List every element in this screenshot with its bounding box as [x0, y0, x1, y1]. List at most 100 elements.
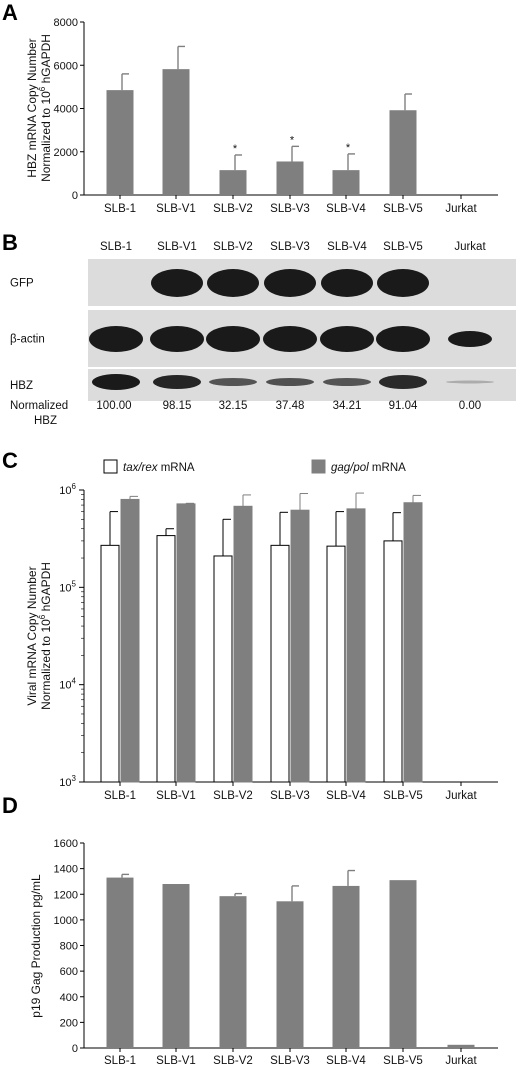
blot-row-label: HBZ [10, 380, 33, 392]
y-tick-label: 400 [60, 992, 78, 1004]
y-axis-label-line2: Normalized to 10 [39, 619, 53, 710]
normalized-label: Normalized [10, 400, 68, 412]
category-label: SLB-V5 [383, 1055, 423, 1067]
bar-gagpol [233, 505, 253, 783]
y-axis-label-line1: Viral mRNA Copy Number [25, 566, 39, 705]
y-tick-base: 10 [59, 680, 71, 692]
hbz-band [92, 374, 140, 390]
actin-band [150, 326, 204, 352]
actin-band [320, 326, 374, 352]
y-tick-label: 105 [59, 579, 76, 594]
y-axis-label-end: hGAPDH [39, 34, 53, 87]
bar [162, 69, 190, 195]
legend-swatch [103, 459, 118, 474]
category-label: SLB-V3 [270, 1055, 310, 1067]
category-label: Jurkat [445, 203, 477, 215]
y-tick-label: 1400 [54, 864, 78, 876]
bar-taxrex [100, 544, 120, 783]
y-tick-label: 200 [60, 1017, 78, 1029]
y-tick-label: 1200 [54, 889, 78, 901]
western-blot-b: SLB-1 SLB-V1 SLB-V2 SLB-V3 SLB-V4 SLB-V5 Jurka… [10, 241, 516, 427]
actin-band [376, 326, 430, 352]
panel-letter-d: D [2, 793, 18, 818]
y-tick-label: 103 [59, 774, 76, 789]
legend-swatch [311, 459, 326, 474]
bar-taxrex [270, 544, 290, 783]
bar [389, 880, 417, 1048]
y-tick-label: 106 [59, 482, 76, 497]
y-tick-label: 800 [60, 941, 78, 953]
bar-taxrex [213, 555, 233, 783]
y-tick-base: 10 [59, 582, 71, 594]
lane-label: SLB-V1 [157, 241, 197, 253]
y-axis-label-end: hGAPDH [39, 562, 53, 615]
normalized-value: 32.15 [219, 400, 248, 412]
category-label: SLB-V1 [156, 203, 196, 215]
significance-mark: * [290, 134, 295, 146]
significance-mark: * [233, 143, 238, 155]
y-tick-exp: 6 [72, 482, 77, 491]
normalized-value: 100.00 [96, 400, 131, 412]
hbz-band [379, 375, 427, 389]
bar [332, 885, 360, 1048]
category-label: SLB-V2 [213, 1055, 253, 1067]
y-axis-label: HBZ mRNA Copy NumberNormalized to 106 hG… [25, 34, 53, 182]
normalized-value: 37.48 [276, 400, 305, 412]
lane-label: SLB-1 [100, 241, 132, 253]
panel-letter-b: B [2, 230, 18, 255]
y-tick-label: 104 [59, 677, 76, 692]
y-tick-label: 8000 [54, 17, 78, 29]
bar [162, 884, 190, 1048]
normalized-value: 98.15 [163, 400, 192, 412]
actin-band [89, 326, 143, 352]
category-label: SLB-V4 [326, 790, 366, 802]
y-tick-label: 4000 [54, 104, 78, 116]
category-label: SLB-V1 [156, 1055, 196, 1067]
lane-label: SLB-V3 [270, 241, 310, 253]
bar [106, 877, 134, 1048]
y-tick-exp: 5 [72, 579, 77, 588]
category-label: SLB-1 [104, 790, 136, 802]
bar-gagpol [120, 498, 140, 783]
category-label: SLB-V2 [213, 203, 253, 215]
hbz-band [153, 375, 201, 389]
bar [447, 1044, 475, 1048]
bar [276, 161, 304, 195]
blot-row-label: β-actin [10, 334, 45, 346]
chart-d: 0 200 400 600 800 1000 1200 1400 1600 SLB-1 SLB-V1… [29, 838, 498, 1067]
chart-a: 0 2000 4000 6000 8000 SLB-1 SLB-V1 * SLB-V2 * SLB-… [25, 17, 498, 215]
lane-label: Jurkat [454, 241, 486, 253]
normalized-value: 91.04 [389, 400, 418, 412]
bar [106, 90, 134, 195]
category-label: SLB-V3 [270, 203, 310, 215]
legend-label-italic: gag/pol [331, 462, 369, 474]
y-tick-base: 10 [59, 777, 71, 789]
y-axis-label: p19 Gag Production pg/mL [29, 874, 43, 1018]
actin-band [448, 331, 492, 347]
y-tick-label: 0 [72, 1043, 78, 1055]
hbz-band [209, 378, 257, 386]
bar [219, 170, 247, 195]
significance-mark: * [346, 142, 351, 154]
y-tick-exp: 3 [72, 774, 77, 783]
y-tick-label: 600 [60, 966, 78, 978]
y-tick-label: 6000 [54, 60, 78, 72]
bar-gagpol [346, 508, 366, 783]
bar [219, 896, 247, 1048]
category-label: SLB-1 [104, 1055, 136, 1067]
legend-label-rest: mRNA [158, 462, 195, 474]
normalized-value: 0.00 [459, 400, 481, 412]
bar-gagpol [403, 502, 423, 783]
bar-taxrex [156, 535, 176, 783]
normalized-label-hbz: HBZ [34, 415, 57, 427]
category-label: Jurkat [445, 1055, 477, 1067]
lane-label: SLB-V4 [327, 241, 367, 253]
y-axis-label-sup: 6 [38, 86, 47, 91]
blot-row-label: GFP [10, 278, 34, 290]
category-label: SLB-V5 [383, 203, 423, 215]
actin-band [206, 326, 260, 352]
category-label: SLB-V1 [156, 790, 196, 802]
gfp-band [264, 269, 316, 297]
